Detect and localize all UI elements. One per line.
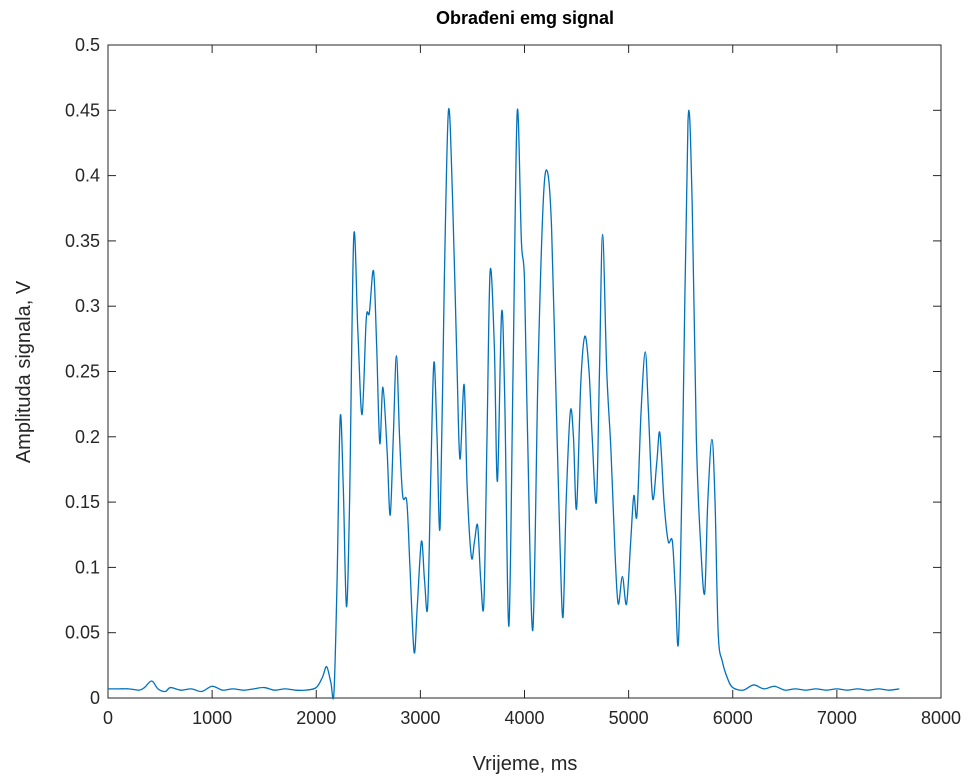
- y-tick-label: 0.05: [65, 623, 100, 643]
- y-tick-label: 0.5: [75, 35, 100, 55]
- x-tick-label: 8000: [921, 708, 961, 728]
- y-tick-label: 0.2: [75, 427, 100, 447]
- x-tick-label: 3000: [400, 708, 440, 728]
- y-tick-label: 0.25: [65, 362, 100, 382]
- x-tick-label: 4000: [504, 708, 544, 728]
- y-tick-label: 0.45: [65, 100, 100, 120]
- x-tick-label: 0: [103, 708, 113, 728]
- x-axis-label: Vrijeme, ms: [473, 753, 578, 775]
- x-tick-label: 2000: [296, 708, 336, 728]
- x-tick-label: 6000: [713, 708, 753, 728]
- plot-area: [107, 44, 942, 699]
- y-tick-label: 0.15: [65, 492, 100, 512]
- y-tick-label: 0: [90, 688, 100, 708]
- y-tick-label: 0.1: [75, 557, 100, 577]
- x-tick-label: 7000: [817, 708, 857, 728]
- x-tick-label: 5000: [609, 708, 649, 728]
- data-line: [108, 107, 900, 700]
- y-axis-label: Amplituda signala, V: [13, 280, 35, 463]
- chart-title: Obrađeni emg signal: [436, 8, 614, 28]
- y-tick-label: 0.4: [75, 166, 100, 186]
- x-tick-label: 1000: [192, 708, 232, 728]
- y-tick-label: 0.35: [65, 231, 100, 251]
- y-tick-label: 0.3: [75, 296, 100, 316]
